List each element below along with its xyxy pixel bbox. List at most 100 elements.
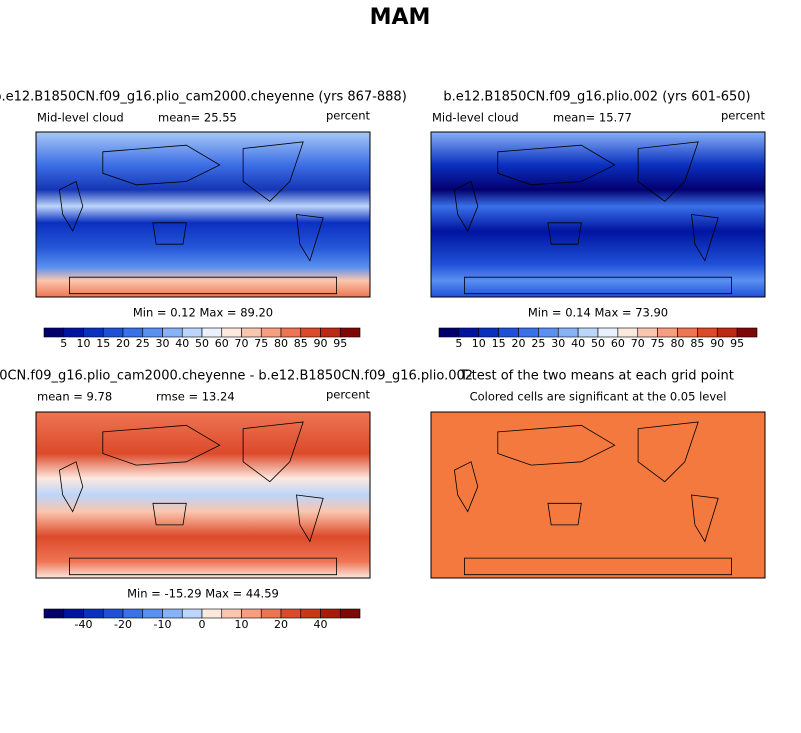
colorbar-label: 10 [77,337,91,350]
colorbar-label: 70 [631,337,645,350]
colorbar-box [577,327,599,338]
map-field [35,131,371,298]
colorbar-label: 90 [314,337,328,350]
colorbar-box [43,608,65,619]
colorbar-box [557,327,579,338]
colorbar-box [280,327,302,338]
colorbar-label: 25 [136,337,150,350]
colorbar-box [181,608,203,619]
map-field [430,411,766,579]
colorbar-label: 10 [235,618,249,631]
coastline [637,141,699,202]
colorbar-label: 30 [551,337,565,350]
coastline [102,424,221,466]
colorbar-box [122,608,144,619]
colorbar-box [201,608,223,619]
colorbar-box [339,327,361,338]
colorbar-box [320,327,341,338]
colorbar-label: 30 [156,337,170,350]
panels: b.e12.B1850CN.f09_g16.plio_cam2000.cheye… [0,90,766,631]
colorbar-box [241,327,262,338]
colorbar-label: 10 [472,337,486,350]
coastline [497,424,616,466]
colorbar-box [716,327,738,338]
colorbar-box [142,608,163,619]
colorbar-label: 85 [294,337,308,350]
center-label: mean= 15.77 [553,111,632,125]
coastline [637,421,699,483]
colorbar-label: 40 [314,618,328,631]
colorbar-box [181,327,203,338]
coastline [58,461,84,513]
coastline [58,180,84,232]
colorbar-box [300,608,321,619]
colorbar-box [697,327,718,338]
colorbar-label: 20 [512,337,526,350]
colorbar-label: 50 [591,337,605,350]
colorbar-box [478,327,499,338]
panel-title: 50CN.f09_g16.plio_cam2000.cheyenne - b.e… [0,369,473,384]
colorbar-box [162,327,183,338]
colorbar-label: 75 [651,337,665,350]
colorbar-box [260,327,282,338]
colorbar-box [201,327,223,338]
coastline [497,144,616,186]
center-label: rmse = 13.24 [156,390,235,404]
colorbar-label: 40 [175,337,189,350]
min-max: Min = 0.12 Max = 89.20 [133,306,273,320]
right-label: percent [326,388,371,402]
coastline [152,222,187,245]
colorbar-box [221,327,242,338]
colorbar-label: -20 [114,618,132,631]
panel-title: T-test of the two means at each grid poi… [459,369,734,384]
colorbar-box [597,327,619,338]
coastline [453,180,479,232]
min-max: Min = 0.14 Max = 73.90 [528,306,668,320]
colorbar-label: 80 [671,337,685,350]
center-label: mean= 25.55 [158,111,237,125]
right-label: percent [721,109,766,123]
coastline [463,276,732,295]
coastline [296,494,324,543]
colorbar-label: 20 [274,618,288,631]
left-label: Mid-level cloud [37,111,124,125]
coastline [547,502,582,526]
colorbar-box [102,327,124,338]
colorbar-label: -40 [75,618,93,631]
colorbar-box [538,327,559,338]
colorbar-box [300,327,321,338]
colorbar-box [339,608,361,619]
panel-subtitle: Colored cells are significant at the 0.0… [470,390,727,404]
panel-title: b.e12.B1850CN.f09_g16.plio_cam2000.cheye… [0,90,407,105]
coastline [242,421,304,483]
map-field [430,131,766,298]
coastline [102,144,221,186]
colorbar-box [241,608,262,619]
colorbar-label: 95 [730,337,744,350]
coastline [453,461,479,513]
colorbar-label: 15 [492,337,506,350]
colorbar-label: 40 [571,337,585,350]
coastline [242,141,304,202]
coastline [463,557,732,576]
coastline [69,557,338,576]
colorbar-label: 5 [455,337,462,350]
colorbar-box [83,608,104,619]
colorbar-label: 75 [254,337,268,350]
colorbar-box [162,608,183,619]
colorbar-box [280,608,302,619]
left-label: mean = 9.78 [37,390,112,404]
coastline [691,214,719,262]
colorbar-label: 80 [274,337,288,350]
figure-title: MAM [370,5,431,30]
colorbar-box [657,327,678,338]
coastline [691,494,719,543]
colorbar-box [63,327,84,338]
colorbar-box [320,608,341,619]
colorbar-label: 90 [710,337,724,350]
colorbar-box [63,608,84,619]
colorbar-label: 85 [690,337,704,350]
coastline [547,222,582,245]
